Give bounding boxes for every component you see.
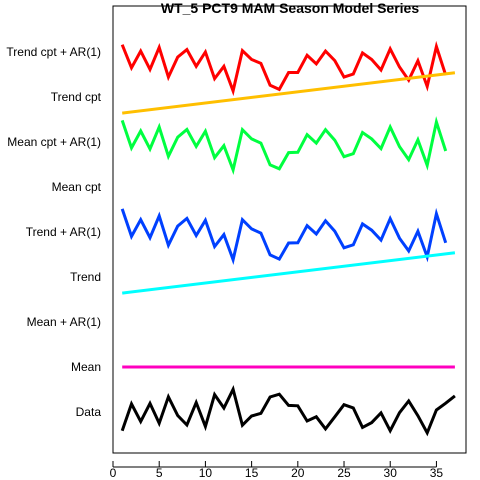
x-tick-label: 10: [199, 466, 213, 480]
y-label-row-5: Trend: [70, 270, 101, 284]
chart-title: WT_5 PCT9 MAM Season Model Series: [161, 0, 419, 16]
series-line-trend-ar-1: [122, 209, 446, 260]
y-axis-labels: Trend cpt + AR(1) Trend cpt Mean cpt + AR(…: [6, 45, 101, 419]
y-label-row-6: Mean + AR(1): [27, 315, 101, 329]
x-tick-label: 25: [337, 466, 351, 480]
y-label-row-0: Trend cpt + AR(1): [6, 45, 101, 59]
series-line-trend-cpt: [122, 73, 455, 113]
x-tick-label: 20: [291, 466, 305, 480]
x-tick-label: 35: [430, 466, 444, 480]
y-label-row-7: Mean: [71, 360, 101, 374]
series-line-trend: [122, 253, 455, 293]
y-label-row-2: Mean cpt + AR(1): [7, 135, 101, 149]
y-label-row-3: Mean cpt: [52, 180, 102, 194]
x-tick-label: 15: [245, 466, 259, 480]
series-line-data: [122, 389, 455, 433]
series-layer: [122, 45, 455, 433]
y-label-row-4: Trend + AR(1): [26, 225, 101, 239]
x-tick-label: 0: [110, 466, 117, 480]
y-label-row-8: Data: [76, 405, 102, 419]
series-line-trend-cpt-ar-1: [122, 45, 446, 91]
x-tick-label: 30: [384, 466, 398, 480]
series-line-mean-cpt-ar-1: [122, 120, 446, 169]
x-tick-label: 5: [156, 466, 163, 480]
x-axis: 0 5 10 15 20 25 30 35: [110, 461, 444, 480]
y-label-row-1: Trend cpt: [51, 90, 102, 104]
